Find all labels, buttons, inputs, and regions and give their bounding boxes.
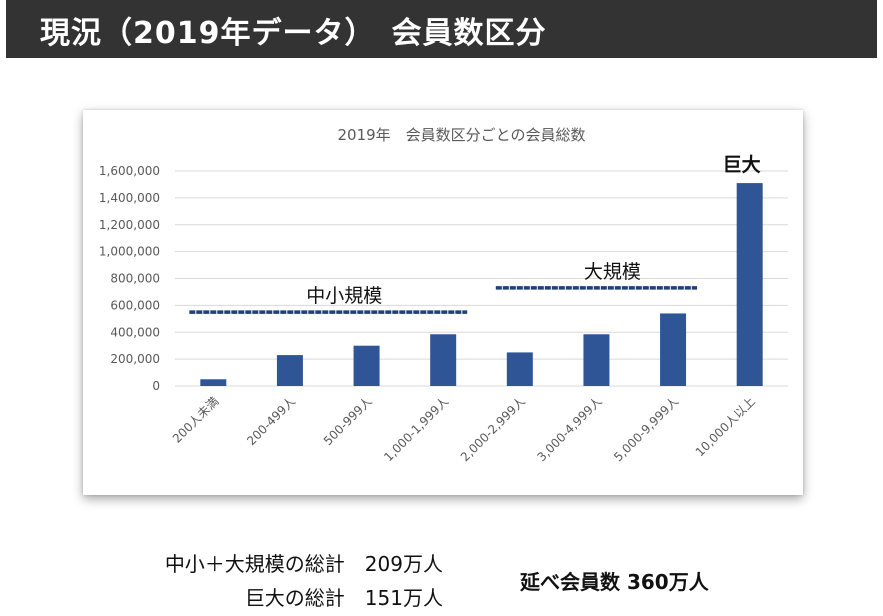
x-tick-label: 1,000-1,999人 bbox=[381, 394, 451, 464]
page-title: 現況（2019年データ） 会員数区分 bbox=[40, 16, 547, 51]
x-tick-label: 500-999人 bbox=[321, 394, 375, 448]
summary-overall-total: 延べ会員数 360万人 bbox=[520, 570, 709, 594]
bar bbox=[353, 345, 380, 386]
bar bbox=[506, 352, 533, 386]
title-bar: 現況（2019年データ） 会員数区分 bbox=[6, 0, 877, 58]
x-tick-label: 10,000人以上 bbox=[693, 394, 758, 459]
y-tick-label: 1,400,000 bbox=[99, 191, 160, 205]
x-tick-label: 200人未満 bbox=[170, 394, 222, 446]
y-tick-label: 1,200,000 bbox=[99, 218, 160, 232]
bar bbox=[660, 313, 687, 386]
summary-huge-total: 巨大の総計 151万人 bbox=[244, 586, 443, 610]
y-tick-label: 1,600,000 bbox=[99, 164, 160, 178]
y-tick-label: 800,000 bbox=[110, 272, 160, 286]
annotation-label: 中小規模 bbox=[306, 285, 382, 307]
chart-title: 2019年 会員数区分ごとの会員総数 bbox=[337, 126, 585, 144]
annotation-label: 大規模 bbox=[584, 261, 641, 283]
x-tick-label: 3,000-4,999人 bbox=[535, 394, 605, 464]
y-tick-label: 600,000 bbox=[110, 298, 160, 312]
bar bbox=[430, 334, 457, 386]
x-tick-label: 200-499人 bbox=[244, 394, 298, 448]
y-tick-label: 0 bbox=[152, 379, 160, 393]
y-tick-label: 400,000 bbox=[110, 325, 160, 339]
summary-small-large-total: 中小＋大規模の総計 209万人 bbox=[164, 552, 443, 576]
x-tick-label: 2,000-2,999人 bbox=[458, 394, 528, 464]
y-tick-label: 1,000,000 bbox=[99, 245, 160, 259]
bar bbox=[583, 334, 610, 386]
x-tick-label: 5,000-9,999人 bbox=[611, 394, 681, 464]
annotation-label: 巨大 bbox=[723, 153, 761, 176]
bar bbox=[276, 355, 303, 386]
bar bbox=[736, 183, 763, 386]
chart-card: 2019年 会員数区分ごとの会員総数 0 200,000 400,000 600,000… bbox=[83, 110, 803, 495]
y-tick-label: 200,000 bbox=[110, 352, 160, 366]
bar-chart: 2019年 会員数区分ごとの会員総数 0 200,000 400,000 600,000… bbox=[99, 126, 788, 464]
bar bbox=[200, 379, 227, 386]
